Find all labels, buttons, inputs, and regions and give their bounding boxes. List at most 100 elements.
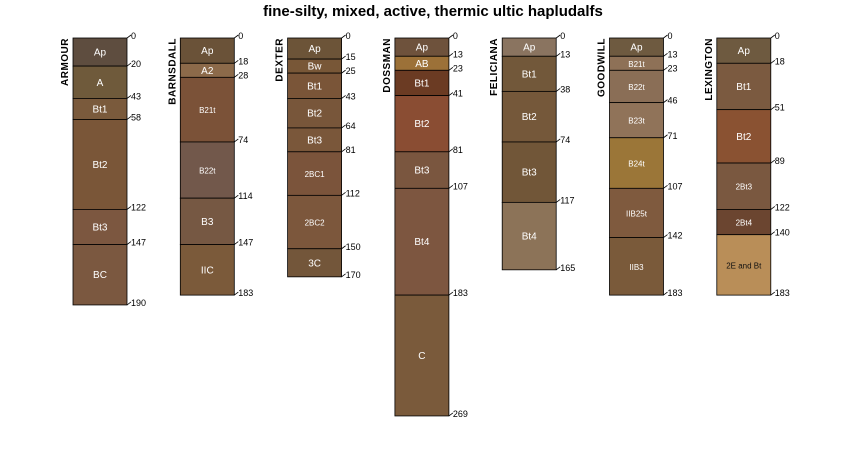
depth-tick	[663, 234, 668, 238]
depth-label: 18	[775, 56, 785, 66]
horizon-label: 3C	[308, 258, 321, 269]
horizon-b23t	[609, 102, 664, 139]
horizon-label: 2Bt4	[736, 219, 753, 228]
horizon-label: Bt1	[736, 82, 751, 93]
profile-armour: ARMOUR Ap A Bt1 Bt2 Bt3 BC 0 20 43 58 122 147 190	[60, 31, 146, 308]
profile-lexington: LEXINGTON Ap Bt1 Bt2 2Bt3 2Bt4 2E and Bt 0 18 51 8…	[704, 31, 790, 298]
depth-tick	[663, 52, 668, 57]
horizon-label: Ap	[94, 48, 107, 59]
profile-barnsdall: BARNSDALL Ap A2 B21t B22t B3 IIC 0 18 28 74 114 147 1…	[167, 31, 253, 298]
depth-label: 25	[346, 66, 356, 76]
depth-tick	[341, 148, 346, 153]
depth-tick	[770, 106, 776, 110]
depth-label: 46	[668, 96, 678, 106]
depth-tick	[448, 291, 454, 296]
depth-tick	[555, 138, 561, 143]
depth-label: 107	[453, 181, 468, 191]
horizon-2bc1	[287, 151, 343, 196]
depth-label: 41	[453, 89, 463, 99]
depth-tick	[663, 34, 668, 39]
horizon-label: B21t	[199, 106, 216, 115]
depth-label: 64	[346, 121, 356, 131]
depth-tick	[448, 185, 454, 189]
horizon-label: B22t	[628, 83, 645, 92]
profile-goodwill: GOODWILL Ap B21t B22t B23t B24t IIB25t IIB3 0 13 2…	[597, 31, 683, 298]
horizon-b22t	[179, 141, 235, 199]
depth-label: 89	[775, 156, 785, 166]
depth-label: 112	[346, 188, 360, 198]
horizon-label: Bt3	[307, 135, 322, 146]
horizon-bt2	[501, 90, 557, 143]
depth-tick	[234, 241, 239, 245]
depth-label: 13	[453, 49, 463, 59]
depth-label: 147	[238, 238, 253, 248]
horizon-label: Ap	[523, 43, 536, 54]
depth-label: 81	[346, 145, 356, 155]
depth-label: 0	[238, 31, 243, 41]
depth-label: 20	[131, 59, 141, 69]
depth-tick	[126, 116, 132, 120]
depth-tick	[126, 241, 132, 245]
depth-tick	[555, 52, 561, 57]
depth-label: 150	[346, 242, 361, 252]
profile-feliciana: FELICIANA Ap Bt1 Bt2 Bt3 Bt4 0 13 38 74 117 165	[489, 31, 575, 273]
depth-label: 0	[131, 31, 136, 41]
depth-tick	[448, 92, 454, 96]
horizon-bt2	[394, 95, 450, 153]
horizon-label: Bt1	[522, 69, 537, 80]
horizon-label: Bt2	[522, 112, 537, 123]
depth-tick	[234, 291, 239, 296]
horizon-label: Ap	[738, 46, 751, 57]
chart-title: fine-silty, mixed, active, thermic ultic…	[263, 3, 603, 20]
depth-tick	[555, 266, 561, 271]
depth-tick	[663, 185, 668, 189]
profile-name: LEXINGTON	[704, 38, 715, 101]
depth-label: 58	[131, 112, 141, 122]
depth-label: 140	[775, 228, 790, 238]
depth-label: 74	[238, 135, 248, 145]
depth-label: 117	[560, 195, 574, 205]
horizon-label: B3	[201, 217, 214, 228]
horizon-label: Bt4	[522, 232, 537, 243]
horizon-label: Bw	[308, 62, 323, 73]
depth-label: 28	[238, 70, 248, 80]
depth-tick	[341, 34, 346, 39]
horizon-label: Bt1	[307, 81, 322, 92]
depth-tick	[341, 192, 346, 196]
horizon-label: Bt3	[414, 166, 429, 177]
horizon-label: Bt2	[307, 109, 322, 120]
depth-label: 165	[560, 263, 575, 273]
depth-label: 269	[453, 409, 468, 419]
depth-tick	[234, 34, 239, 39]
depth-tick	[770, 59, 776, 64]
horizon-label: IIC	[201, 265, 214, 276]
horizon-bt2	[72, 119, 128, 210]
depth-tick	[126, 95, 132, 99]
horizon-label: B21t	[628, 60, 645, 69]
depth-label: 183	[775, 288, 790, 298]
horizon-bt2	[287, 98, 343, 129]
horizon-2bt3	[716, 162, 772, 210]
horizon-c	[394, 294, 450, 417]
depth-label: 190	[131, 298, 146, 308]
horizon-label: Bt3	[92, 222, 107, 233]
horizon-bt1	[716, 62, 772, 111]
horizon-label: Bt4	[414, 237, 429, 248]
depth-tick	[663, 99, 668, 103]
depth-tick	[555, 88, 561, 92]
profile-name: FELICIANA	[489, 38, 500, 96]
horizon-label: C	[418, 351, 425, 362]
depth-tick	[663, 291, 668, 296]
horizon-label: Bt3	[522, 168, 537, 179]
horizon-bt3	[501, 141, 557, 203]
depth-tick	[448, 66, 454, 71]
horizon-label: B23t	[628, 117, 645, 126]
depth-label: 23	[668, 63, 678, 73]
horizon-label: B22t	[199, 167, 216, 176]
horizon-3c	[287, 248, 343, 278]
profile-name: ARMOUR	[60, 38, 71, 86]
depth-label: 114	[238, 191, 252, 201]
horizon-bc	[72, 244, 128, 306]
horizon-2e-and-bt	[716, 234, 772, 296]
